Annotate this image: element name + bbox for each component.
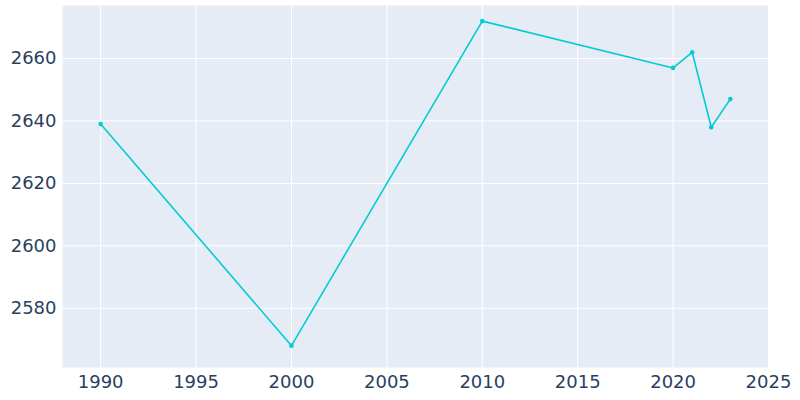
svg-text:2660: 2660	[11, 47, 57, 68]
svg-text:2015: 2015	[555, 371, 601, 392]
svg-text:2000: 2000	[269, 371, 315, 392]
svg-text:2600: 2600	[11, 235, 57, 256]
svg-text:2005: 2005	[364, 371, 410, 392]
svg-text:1990: 1990	[78, 371, 124, 392]
svg-text:2025: 2025	[746, 371, 792, 392]
svg-text:2020: 2020	[650, 371, 696, 392]
svg-text:1995: 1995	[173, 371, 219, 392]
svg-text:2580: 2580	[11, 297, 57, 318]
svg-text:2640: 2640	[11, 110, 57, 131]
svg-text:2620: 2620	[11, 172, 57, 193]
svg-text:2010: 2010	[459, 371, 505, 392]
